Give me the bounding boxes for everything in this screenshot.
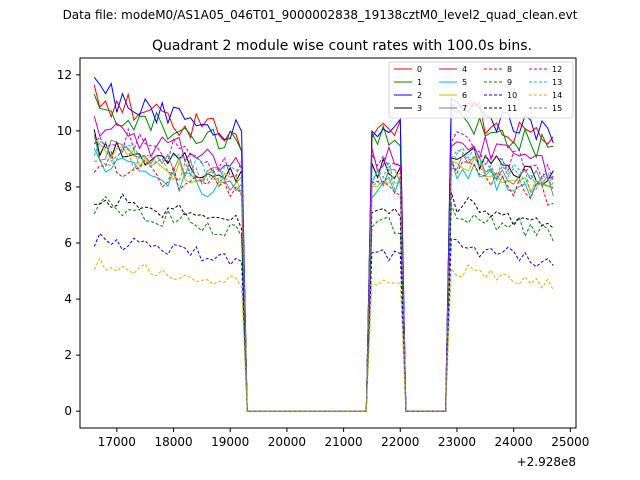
legend-label-3: 3	[417, 104, 422, 113]
series-layer	[93, 76, 554, 412]
x-tick-label: 17000	[98, 435, 136, 449]
x-tick-label: 23000	[438, 435, 476, 449]
y-tick-label: 8	[64, 180, 72, 194]
legend-label-14: 14	[552, 91, 562, 100]
y-tick-label: 0	[64, 404, 72, 418]
y-tick-label: 6	[64, 236, 72, 250]
x-tick-label: 18000	[154, 435, 192, 449]
y-tick-label: 10	[57, 124, 72, 138]
series-line-6	[93, 137, 554, 412]
legend-label-6: 6	[462, 91, 467, 100]
legend-label-12: 12	[552, 65, 562, 74]
legend-label-11: 11	[507, 104, 517, 113]
series-line-5	[93, 148, 554, 412]
series-line-10	[93, 232, 554, 412]
series-line-15	[94, 145, 554, 412]
legend-label-10: 10	[507, 91, 517, 100]
chart-title: Quadrant 2 module wise count rates with …	[152, 38, 532, 54]
axis-ticks: 17000 18000 19000 20000 21000 22000 23000 24000…	[57, 68, 590, 449]
legend-label-7: 7	[462, 104, 467, 113]
x-offset-label: +2.928e8	[517, 455, 576, 469]
x-tick-label: 20000	[268, 435, 306, 449]
y-tick-label: 2	[64, 348, 72, 362]
legend-label-4: 4	[462, 65, 467, 74]
x-tick-label: 22000	[381, 435, 419, 449]
x-tick-label: 25000	[551, 435, 589, 449]
y-tick-label: 4	[64, 292, 72, 306]
legend-label-5: 5	[462, 78, 467, 87]
legend-label-9: 9	[507, 78, 512, 87]
series-line-14	[93, 257, 554, 412]
series-line-13	[93, 141, 554, 412]
legend-label-8: 8	[507, 65, 512, 74]
legend-label-0: 0	[417, 65, 422, 74]
series-line-8	[93, 150, 554, 412]
legend-label-15: 15	[552, 104, 562, 113]
y-tick-label: 12	[57, 68, 72, 82]
data-file-label: Data file: modeM0/AS1A05_046T01_90000028…	[62, 8, 578, 22]
legend-label-2: 2	[417, 91, 422, 100]
legend-label-1: 1	[417, 78, 422, 87]
series-line-9	[93, 195, 554, 412]
series-line-11	[94, 191, 554, 412]
x-tick-label: 19000	[211, 435, 249, 449]
legend-frame	[388, 61, 574, 119]
legend-label-13: 13	[552, 78, 562, 87]
x-tick-label: 24000	[495, 435, 533, 449]
x-tick-label: 21000	[324, 435, 362, 449]
